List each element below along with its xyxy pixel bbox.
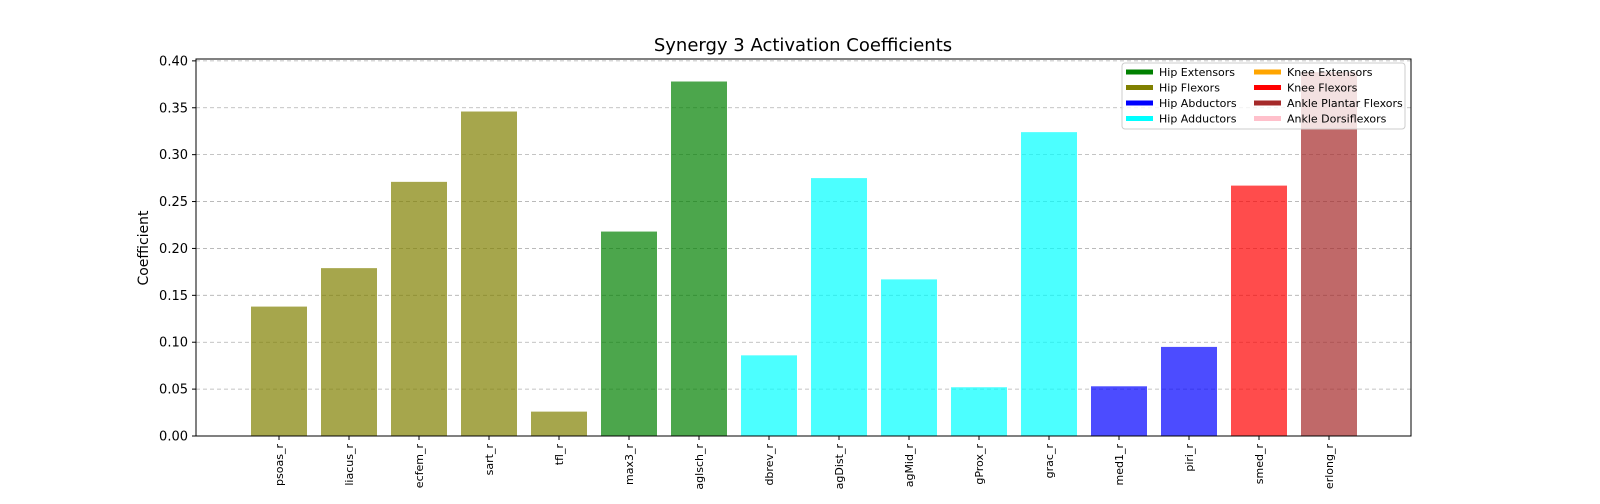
y-tick-label: 0.05 [159,383,188,398]
bar-piri_r [1161,346,1217,436]
plot-frame [195,58,1412,437]
x-tick-label: ecfem_r [413,444,426,489]
x-tick-label: grac_r [1043,444,1056,479]
x-tick-label: erlong_r [1323,444,1336,490]
x-tick-label: smed_r [1253,444,1266,485]
x-tick-label: piri_r [1183,444,1196,472]
bar-ecfem_r [391,181,447,436]
bar-med1_r [1091,386,1147,436]
y-tick-label: 0.20 [159,242,188,257]
legend-label: Knee Flexors [1287,82,1358,95]
y-axis: 0.00 0.05 0.10 0.15 0.20 0.25 0.30 0.35 0.40 [159,54,196,445]
x-tick-label: sart_r [483,444,496,476]
legend-label: Ankle Dorsiflexors [1287,113,1387,126]
chart-title: Synergy 3 Activation Coefficients [654,35,952,56]
y-axis-label: Coefficient [136,210,152,286]
y-tick-label: 0.35 [159,101,188,116]
bar-dbrev_r [741,355,797,436]
y-tick-label: 0.25 [159,195,188,210]
bar-tfl_r [531,411,587,436]
bar-liacus_r [321,268,377,436]
x-tick-label: dbrev_r [763,444,776,486]
x-tick-label: aglsch_r [693,444,706,490]
y-tick-label: 0.40 [159,54,188,69]
bar-aglsch_r [671,81,727,437]
bar-grac_r [1021,132,1077,437]
x-tick-label: agMid_r [903,444,916,488]
bar-agMid_r [881,279,937,436]
bar-erlong_r [1301,72,1357,436]
y-tick-label: 0.00 [159,430,188,445]
bar-agDist_r [811,178,867,436]
x-axis: psoas_r liacus_r ecfem_r sart_r tfl_r max3_r a… [273,436,1336,490]
y-tick-label: 0.30 [159,148,188,163]
y-tick-label: 0.15 [159,289,188,304]
y-tick-label: 0.10 [159,336,188,351]
x-tick-label: psoas_r [273,444,286,486]
legend-label: Hip Flexors [1159,82,1220,95]
legend-box [1121,62,1406,130]
x-tick-label: liacus_r [343,444,356,486]
legend-label: Knee Extensors [1287,66,1373,79]
legend-label: Hip Extensors [1159,66,1235,79]
legend: Hip Extensors Hip Flexors Hip Abductors Hip… [1121,62,1406,130]
legend-label: Ankle Plantar Flexors [1287,97,1403,110]
x-tick-label: max3_r [623,444,636,485]
x-tick-label: tfl_r [553,444,566,466]
x-tick-label: gProx_r [973,444,986,485]
x-tick-label: med1_r [1113,444,1126,486]
bar-sart_r [461,111,517,437]
legend-label: Hip Adductors [1159,113,1237,126]
bars [251,72,1357,437]
x-tick-label: agDist_r [833,444,846,490]
legend-label: Hip Abductors [1159,97,1237,110]
bar-psoas_r [251,306,307,436]
bar-smed_r [1231,185,1287,436]
bar-max3_r [601,231,657,436]
bar-gProx_r [951,387,1007,436]
